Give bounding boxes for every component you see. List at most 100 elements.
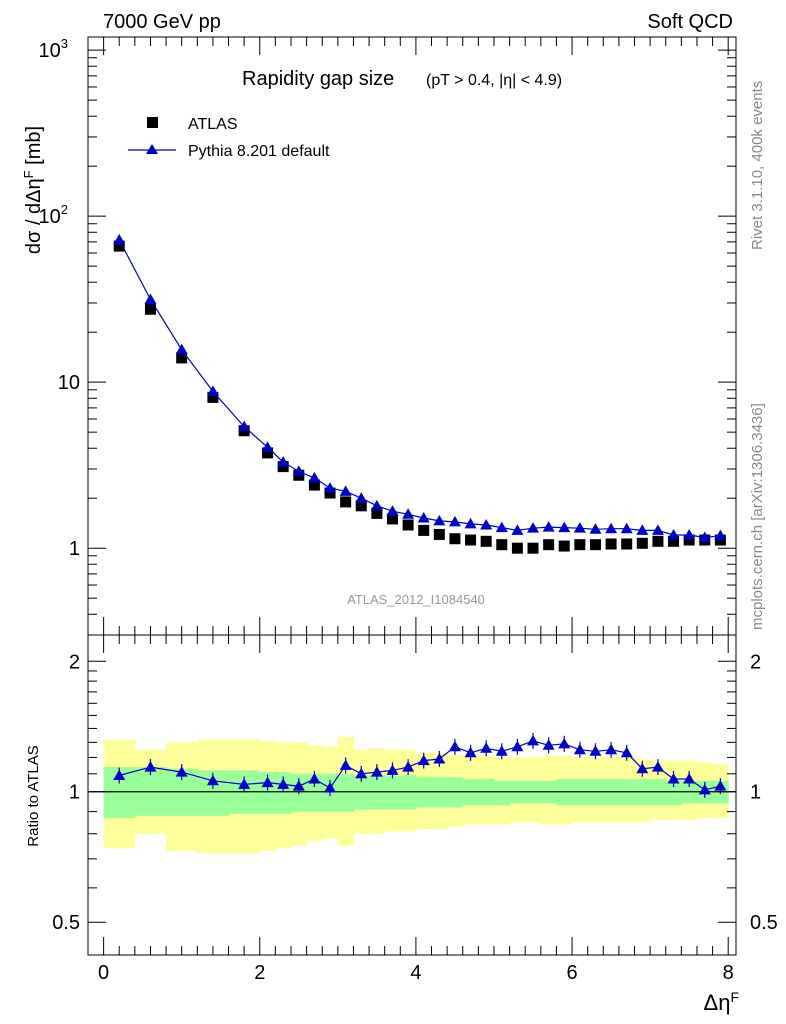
pythia-data-point (620, 522, 633, 534)
ratio-data-point (605, 743, 618, 755)
atlas-data-point (262, 447, 274, 459)
ratio-data-point (386, 764, 399, 775)
atlas-data-point (144, 303, 156, 315)
atlas-data-point (558, 540, 570, 552)
pythia-data-point (698, 531, 711, 542)
ratio-data-point (667, 773, 680, 784)
ratio-y-tick-label: 1 (69, 782, 80, 804)
ratio-data-point (558, 737, 571, 749)
pythia-data-point (636, 524, 649, 535)
ratio-data-point (651, 761, 664, 772)
legend: ATLAS Pythia 8.201 default (128, 116, 330, 160)
atlas-data-point (340, 496, 352, 508)
ratio-data-point (636, 762, 649, 774)
ratio-data-point (402, 761, 415, 772)
pythia-data-point (605, 522, 618, 534)
atlas-data-point (402, 519, 414, 531)
pythia-data-point (558, 521, 571, 533)
atlas-data-point (371, 507, 383, 519)
pythia-data-point (464, 517, 477, 529)
stat-band-bin (493, 780, 511, 806)
x-axis-label: ΔηF (704, 989, 740, 1015)
ratio-y-tick-label-right: 2 (750, 651, 761, 673)
stat-band-bin (665, 780, 682, 806)
ratio-data-point (714, 780, 727, 791)
atlas-data-point (465, 534, 477, 546)
pythia-data-point (386, 505, 399, 516)
x-tick-label: 0 (98, 962, 109, 984)
ratio-data-point (698, 783, 711, 795)
atlas-data-point (527, 542, 539, 554)
pythia-data-point (324, 482, 337, 493)
pythia-data-point (433, 514, 446, 526)
stat-band-bin (384, 775, 401, 810)
ratio-data-point (324, 782, 337, 793)
pythia-data-point (714, 529, 727, 541)
atlas-data-point (480, 535, 492, 547)
pythia-line (118, 239, 721, 539)
atlas-data-point (636, 537, 648, 549)
legend-atlas-label: ATLAS (188, 116, 238, 133)
pythia-data-point (573, 522, 586, 533)
ratio-data-point (113, 769, 126, 781)
main-y-tick-exponent: 2 (61, 202, 68, 217)
atlas-data-point (511, 542, 523, 554)
atlas-data-point (605, 538, 617, 550)
pythia-data-point (277, 456, 290, 467)
pythia-data-point (480, 518, 493, 530)
atlas-data-point (621, 538, 633, 550)
rivet-label: Rivet 3.1.10, 400k events (749, 81, 766, 250)
atlas-data-point (308, 479, 320, 491)
x-tick-label: 4 (410, 962, 421, 984)
atlas-data-point (543, 539, 555, 551)
pythia-data-point (495, 521, 508, 533)
atlas-data-point (433, 528, 445, 540)
pythia-data-point (308, 471, 321, 483)
stat-band-bin (415, 777, 433, 808)
ratio-data-point (238, 778, 251, 789)
atlas-data-point (449, 533, 461, 545)
atlas-data-point (207, 391, 219, 403)
ratio-data-point (448, 740, 461, 752)
pythia-data-point (175, 343, 188, 355)
ratio-data-point (277, 778, 290, 789)
ratio-data-point (261, 776, 274, 788)
analysis-watermark: ATLAS_2012_I1084540 (347, 592, 485, 607)
ratio-data-point (620, 746, 633, 758)
ratio-data-point (370, 766, 383, 777)
ratio-y-tick-label: 2 (69, 651, 80, 673)
pythia-data-point (402, 508, 415, 519)
ratio-data-point (417, 754, 430, 766)
pythia-data-point (113, 233, 126, 245)
atlas-data-point (496, 539, 508, 551)
stat-band-bin (369, 775, 386, 810)
ratio-data-point (542, 739, 555, 750)
pythia-data-point (292, 465, 305, 476)
ratio-data-point (511, 740, 524, 752)
mcplots-label: mcplots.cern.ch [arXiv:1306.3436] (749, 403, 766, 630)
pythia-data-point (683, 529, 696, 540)
atlas-data-point (683, 534, 695, 546)
ratio-ylabel: Ratio to ATLAS (25, 745, 42, 846)
ratio-plot-area (88, 732, 736, 854)
legend-pythia-label: Pythia 8.201 default (188, 143, 330, 160)
atlas-data-point (277, 461, 289, 473)
atlas-data-point (418, 524, 430, 536)
main-y-tick-exponent: 3 (61, 36, 68, 51)
main-ylabel: dσ / dΔηF [mb] (21, 126, 46, 254)
ratio-data-point (464, 746, 477, 758)
ratio-y-tick-label: 0.5 (52, 912, 80, 934)
atlas-data-point (652, 535, 664, 547)
main-y-tick-label: 10 (58, 372, 80, 394)
stat-band-bin (353, 775, 370, 810)
atlas-data-point (386, 513, 398, 525)
ratio-data-point (495, 745, 508, 756)
main-title: Rapidity gap size (242, 68, 394, 90)
stat-band-bin (400, 775, 417, 810)
atlas-data-point (574, 539, 586, 551)
ratio-data-point (433, 753, 446, 764)
pythia-data-point (261, 441, 274, 452)
pythia-data-point (370, 499, 383, 511)
